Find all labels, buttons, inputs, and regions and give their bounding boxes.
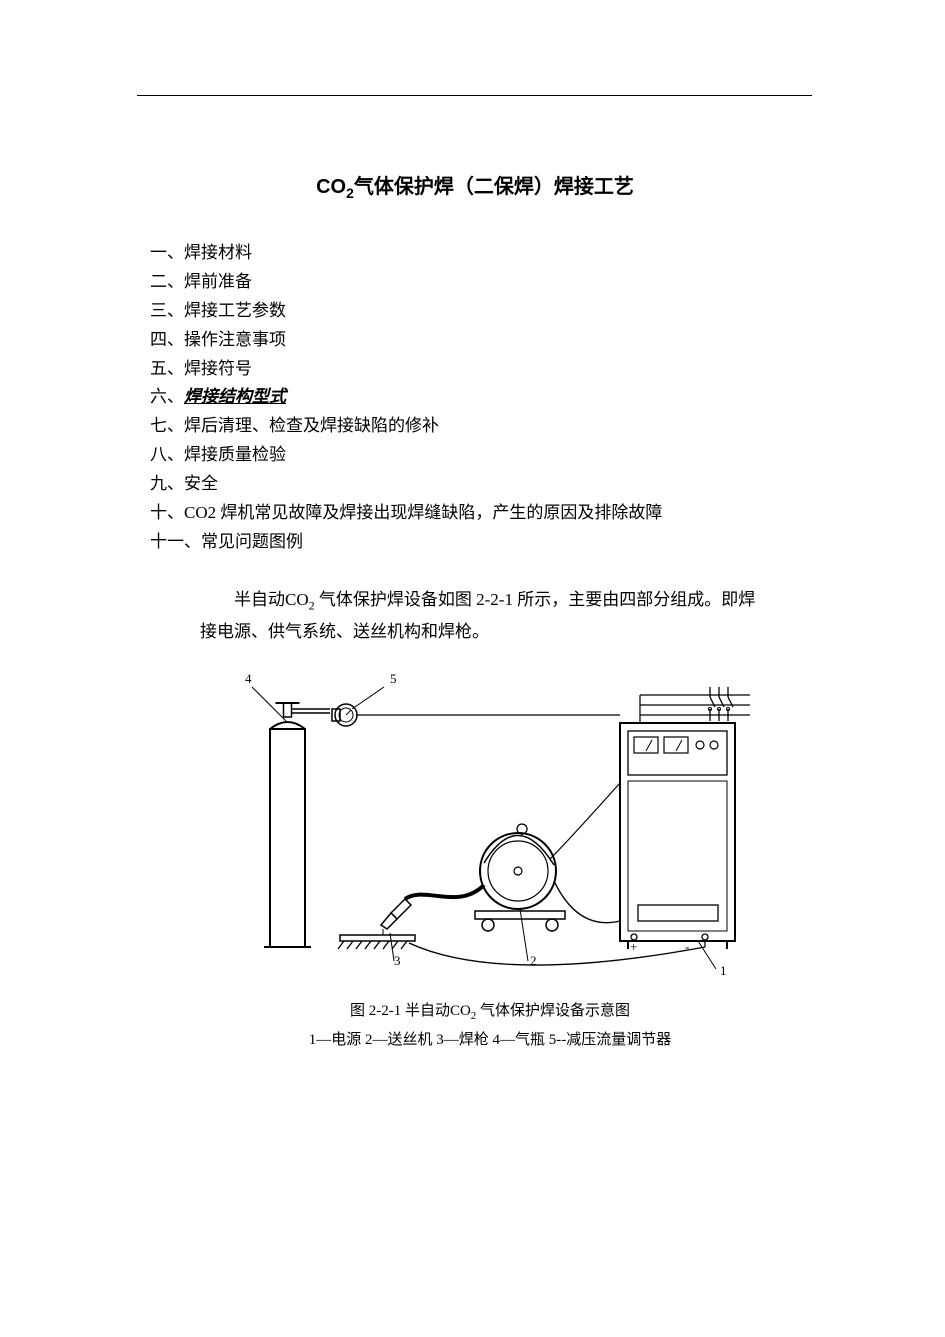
welding-equipment-diagram: 1 2 3 4 5 + -	[230, 665, 750, 985]
toc-item: 六、焊接结构型式	[150, 383, 800, 412]
svg-text:+: +	[630, 939, 637, 954]
title-prefix: CO	[316, 176, 346, 198]
table-of-contents: 一、焊接材料 二、焊前准备 三、焊接工艺参数 四、操作注意事项 五、焊接符号 六…	[150, 239, 800, 557]
caption-line-1: 图 2-2-1 半自动CO2 气体保护焊设备示意图	[180, 998, 800, 1027]
toc-item: 八、焊接质量检验	[150, 441, 800, 470]
caption-line-2: 1—电源 2—送丝机 3—焊枪 4—气瓶 5--减压流量调节器	[180, 1027, 800, 1054]
svg-text:1: 1	[720, 963, 727, 978]
intro-prefix: 半自动CO	[234, 590, 309, 609]
top-rule	[137, 95, 812, 96]
intro-paragraph: 半自动CO2 气体保护焊设备如图 2-2-1 所示，主要由四部分组成。即焊接电源…	[150, 585, 800, 648]
toc-item: 五、焊接符号	[150, 355, 800, 384]
svg-text:4: 4	[245, 671, 252, 686]
toc-item: 一、焊接材料	[150, 239, 800, 268]
svg-text:3: 3	[394, 953, 401, 968]
svg-text:-: -	[685, 939, 689, 954]
diagram-container: 1 2 3 4 5 + - 图 2-2-1 半自动CO2 气体保护焊设备示意图 1—电源 2…	[150, 665, 800, 1054]
page-title: CO2气体保护焊（二保焊）焊接工艺	[150, 170, 800, 201]
svg-text:5: 5	[390, 671, 397, 686]
toc-item: 十、CO2 焊机常见故障及焊接出现焊缝缺陷，产生的原因及排除故障	[150, 499, 800, 528]
diagram-caption: 图 2-2-1 半自动CO2 气体保护焊设备示意图 1—电源 2—送丝机 3—焊…	[180, 998, 800, 1054]
title-sub: 2	[346, 185, 354, 201]
toc-item: 九、安全	[150, 470, 800, 499]
page-content: CO2气体保护焊（二保焊）焊接工艺 一、焊接材料 二、焊前准备 三、焊接工艺参数…	[150, 170, 800, 1054]
title-suffix: 气体保护焊（二保焊）焊接工艺	[354, 176, 634, 198]
svg-text:2: 2	[530, 953, 537, 968]
toc-item: 七、焊后清理、检查及焊接缺陷的修补	[150, 412, 800, 441]
toc-item: 四、操作注意事项	[150, 326, 800, 355]
toc-item: 三、焊接工艺参数	[150, 297, 800, 326]
toc-item: 十一、常见问题图例	[150, 528, 800, 557]
toc-item: 二、焊前准备	[150, 268, 800, 297]
